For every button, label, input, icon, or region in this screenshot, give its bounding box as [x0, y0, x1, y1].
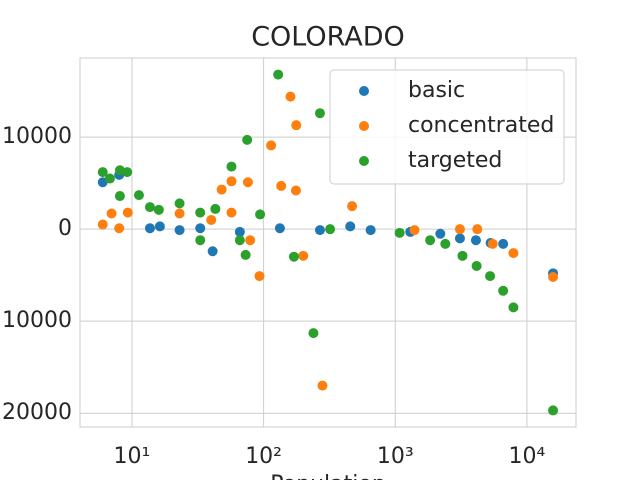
point: [288, 251, 299, 262]
point: [290, 185, 301, 196]
point: [254, 271, 265, 282]
point: [285, 91, 296, 102]
legend-label: basic: [408, 78, 465, 103]
point: [206, 214, 217, 225]
point: [234, 226, 245, 237]
point: [195, 207, 206, 218]
point: [440, 238, 451, 249]
point: [345, 221, 356, 232]
point: [242, 134, 253, 145]
chart-title: COLORADO: [251, 22, 405, 53]
point: [195, 223, 206, 234]
point: [498, 285, 509, 296]
legend-label: targeted: [408, 148, 502, 173]
point: [153, 204, 164, 215]
legend-marker: [359, 156, 369, 166]
x-axis-label: Population: [270, 472, 386, 480]
point: [97, 219, 108, 230]
point: [210, 203, 221, 214]
point: [216, 184, 227, 195]
point: [226, 161, 237, 172]
point: [174, 198, 185, 209]
x-tick-label: 10³: [377, 444, 414, 469]
point: [454, 233, 465, 244]
point: [487, 238, 498, 249]
point: [226, 207, 237, 218]
point: [106, 208, 117, 219]
point: [97, 167, 108, 178]
x-tick-label: 10²: [245, 444, 282, 469]
legend: basic concentrated targeted: [329, 69, 565, 185]
point: [457, 250, 468, 261]
point: [308, 328, 319, 339]
legend-marker: [359, 86, 369, 96]
point: [273, 69, 284, 80]
point: [472, 224, 483, 235]
point: [255, 209, 266, 220]
point: [314, 225, 325, 236]
point: [409, 225, 420, 236]
point: [133, 190, 144, 201]
point: [174, 208, 185, 219]
legend-marker: [359, 121, 369, 131]
point: [242, 177, 253, 188]
point: [144, 223, 155, 234]
point: [471, 260, 482, 271]
legend-label: concentrated: [408, 113, 554, 138]
point: [144, 202, 155, 213]
y-tick-label: 20000: [2, 400, 72, 425]
point: [291, 120, 302, 131]
point: [435, 228, 446, 239]
point: [365, 225, 376, 236]
point: [470, 235, 481, 246]
legend-box: [329, 69, 565, 185]
point: [195, 235, 206, 246]
point: [154, 221, 165, 232]
point: [240, 249, 251, 260]
point: [314, 108, 325, 119]
y-tick-label: 10000: [2, 124, 72, 149]
point: [122, 207, 133, 218]
point: [498, 238, 509, 249]
point: [104, 173, 115, 184]
point: [122, 167, 133, 178]
point: [245, 235, 256, 246]
y-tick-label: 10000: [2, 308, 72, 333]
point: [347, 201, 358, 212]
point: [298, 250, 309, 261]
point: [234, 235, 245, 246]
x-tick-label: 10¹: [114, 444, 151, 469]
point: [266, 140, 277, 151]
point: [548, 272, 559, 283]
point: [485, 271, 496, 282]
point: [274, 223, 285, 234]
point: [114, 191, 125, 202]
point: [394, 227, 405, 238]
point: [207, 246, 218, 257]
point: [114, 223, 125, 234]
point: [325, 224, 336, 235]
point: [226, 176, 237, 187]
point: [317, 380, 328, 391]
point: [508, 248, 519, 259]
point: [548, 405, 559, 416]
x-tick-label: 10⁴: [508, 444, 545, 469]
point: [508, 302, 519, 313]
point: [276, 180, 287, 191]
point: [454, 224, 465, 235]
point: [174, 225, 185, 236]
point: [425, 235, 436, 246]
y-tick-label: 0: [58, 216, 72, 241]
